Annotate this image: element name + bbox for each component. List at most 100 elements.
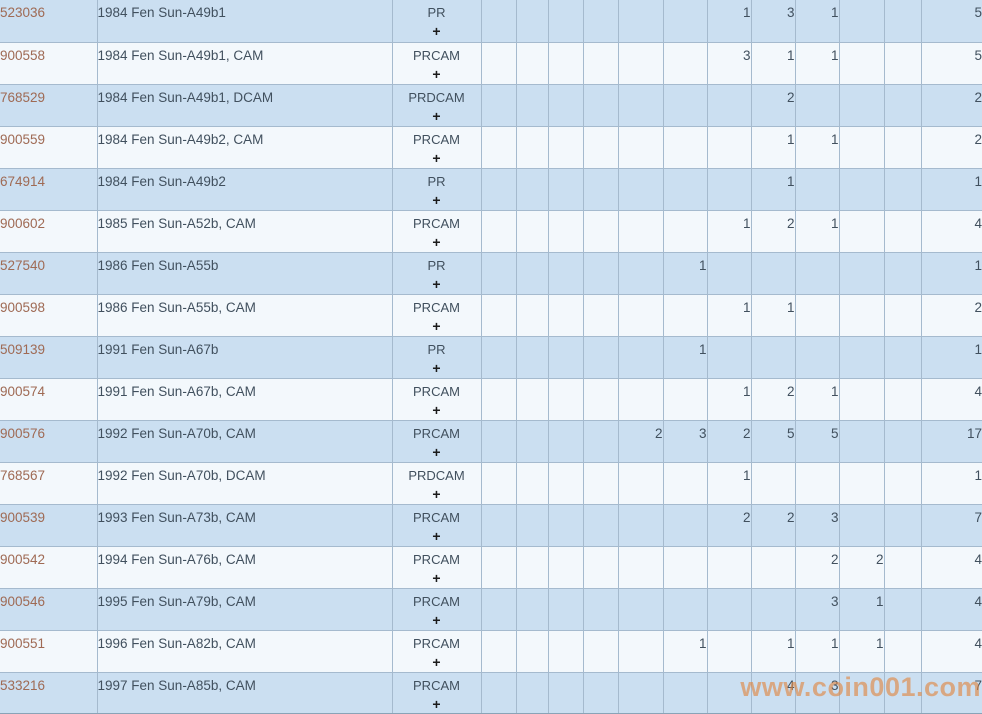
grade-count-cell [516,630,549,673]
expand-plus-icon[interactable]: + [432,569,441,586]
expand-plus-icon[interactable]: + [432,65,441,82]
coin-description: 1996 Fen Sun-A82b, CAM [97,630,393,673]
grade-count-cell [516,462,549,505]
expand-plus-icon[interactable]: + [432,359,441,376]
cert-id-cell: 900551 [0,630,98,673]
cert-id-link[interactable]: 768567 [0,467,46,483]
cert-id-link[interactable]: 900574 [0,383,46,399]
grade-count-cell [516,420,549,463]
expand-plus-icon[interactable]: + [432,275,441,292]
grade-count-cell [884,546,922,589]
expand-plus-icon[interactable]: + [432,401,441,418]
grade-count-cell [795,84,840,127]
grade-count-cell [884,42,922,85]
cert-id-link[interactable]: 900558 [0,47,46,63]
total-cell: 4 [921,210,982,253]
cert-id-link[interactable]: 900539 [0,509,46,525]
expand-plus-icon[interactable]: + [432,485,441,502]
grade-count-cell [583,84,619,127]
cert-id-link[interactable]: 900602 [0,215,46,231]
grade-count-cell [663,588,708,631]
expand-plus-icon[interactable]: + [432,695,441,712]
grade-count-cell [707,336,752,379]
grade-count-cell [583,126,619,169]
expand-plus-icon[interactable]: + [432,107,441,124]
grade-count-cell: 2 [751,378,796,421]
grade-count-cell [548,378,584,421]
cert-id-link[interactable]: 509139 [0,341,46,357]
expand-plus-icon[interactable]: + [432,23,441,39]
grade-count-cell [618,336,664,379]
grade-count-cell [839,210,885,253]
grade-count-cell [548,168,584,211]
cert-id-link[interactable]: 900546 [0,593,46,609]
grade-count-cell [663,0,708,43]
table-row: 527540 1986 Fen Sun-A55b PR + 1 1 [0,252,982,295]
grade-count-cell [618,588,664,631]
designation-cell: PRCAM + [392,546,482,589]
grade-count-cell [663,504,708,547]
total-cell: 4 [921,588,982,631]
coin-description: 1995 Fen Sun-A79b, CAM [97,588,393,631]
grade-count-cell: 1 [839,630,885,673]
coin-description: 1984 Fen Sun-A49b2, CAM [97,126,393,169]
designation-label: PRCAM [413,215,460,231]
expand-plus-icon[interactable]: + [432,527,441,544]
total-cell: 7 [921,504,982,547]
cert-id-link[interactable]: 900576 [0,425,46,441]
grade-count-cell [751,336,796,379]
grade-count-cell [516,504,549,547]
table-row: 533216 1997 Fen Sun-A85b, CAM PRCAM + 4 … [0,672,982,714]
coin-description: 1991 Fen Sun-A67b, CAM [97,378,393,421]
grade-count-cell [884,294,922,337]
grade-count-cell [618,546,664,589]
grade-count-cell [481,252,517,295]
grade-count-cell [516,672,549,714]
cert-id-link[interactable]: 768529 [0,89,46,105]
grade-count-cell [583,588,619,631]
expand-plus-icon[interactable]: + [432,317,441,334]
expand-plus-icon[interactable]: + [432,191,441,208]
coin-description: 1984 Fen Sun-A49b1, CAM [97,42,393,85]
cert-id-link[interactable]: 900542 [0,551,46,567]
designation-label: PRCAM [413,677,460,693]
expand-plus-icon[interactable]: + [432,611,441,628]
grade-count-cell [839,462,885,505]
grade-count-cell [548,42,584,85]
grade-count-cell: 1 [839,588,885,631]
designation-label: PRCAM [413,425,460,441]
grade-count-cell [583,420,619,463]
cert-id-link[interactable]: 900559 [0,131,46,147]
designation-label: PRCAM [413,47,460,63]
cert-id-link[interactable]: 533216 [0,677,46,693]
expand-plus-icon[interactable]: + [432,149,441,166]
cert-id-link[interactable]: 900551 [0,635,46,651]
total-cell: 17 [921,420,982,463]
grade-count-cell [884,588,922,631]
grade-count-cell [516,378,549,421]
grade-count-cell: 3 [795,504,840,547]
cert-id-link[interactable]: 527540 [0,257,46,273]
total-cell: 4 [921,630,982,673]
grade-count-cell [548,294,584,337]
cert-id-link[interactable]: 900598 [0,299,46,315]
table-row: 523036 1984 Fen Sun-A49b1 PR + 1 3 1 5 [0,0,982,43]
expand-plus-icon[interactable]: + [432,233,441,250]
grade-count-cell: 2 [618,420,664,463]
grade-count-cell [884,378,922,421]
cert-id-link[interactable]: 674914 [0,173,46,189]
grade-count-cell [884,126,922,169]
expand-plus-icon[interactable]: + [432,653,441,670]
grade-count-cell [663,546,708,589]
designation-label: PR [427,173,446,189]
designation-label: PRCAM [413,593,460,609]
cert-id-link[interactable]: 523036 [0,5,46,20]
designation-label: PR [427,341,446,357]
cert-id-cell: 900598 [0,294,98,337]
table-row: 900576 1992 Fen Sun-A70b, CAM PRCAM + 2 … [0,420,982,463]
grade-count-cell: 1 [795,210,840,253]
expand-plus-icon[interactable]: + [432,443,441,460]
coin-description: 1984 Fen Sun-A49b2 [97,168,393,211]
designation-cell: PRCAM + [392,126,482,169]
grade-count-cell [839,252,885,295]
